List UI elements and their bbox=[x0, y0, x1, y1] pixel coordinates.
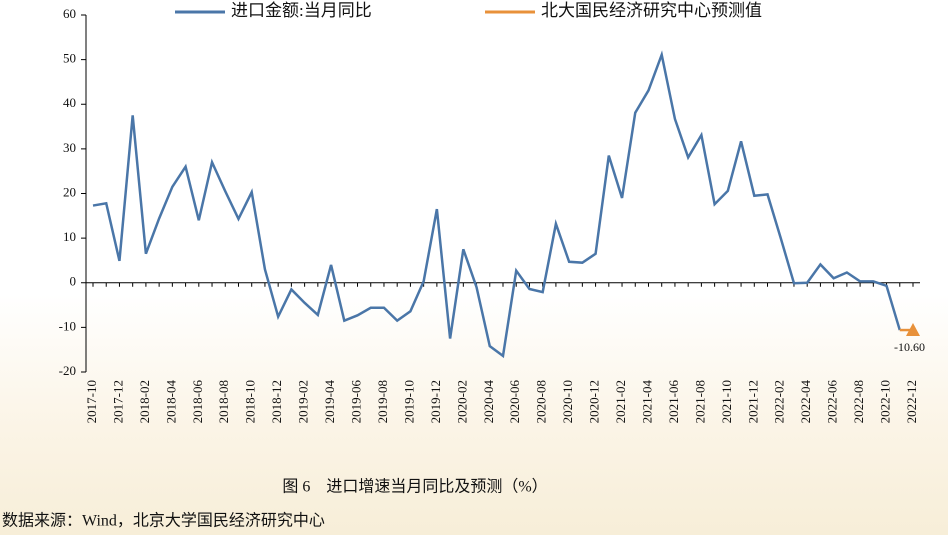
x-tick-label: 2019-10 bbox=[401, 380, 416, 423]
x-tick-label: 2021-12 bbox=[745, 380, 760, 423]
x-tick-label: 2020-12 bbox=[587, 380, 602, 423]
y-tick-label: -10 bbox=[59, 318, 76, 333]
y-tick-label: -20 bbox=[59, 363, 76, 378]
x-tick-label: 2021-10 bbox=[719, 380, 734, 423]
forecast-marker bbox=[906, 323, 920, 337]
x-tick-label: 2021-06 bbox=[666, 380, 681, 424]
chart-caption: 图 6 进口增速当月同比及预测（%） bbox=[282, 478, 547, 496]
data-label: -10.60 bbox=[894, 340, 925, 354]
x-tick-label: 2022-12 bbox=[904, 380, 919, 423]
x-tick-label: 2017-10 bbox=[84, 380, 99, 423]
y-tick-label: 30 bbox=[63, 140, 76, 155]
x-tick-label: 2018-10 bbox=[243, 380, 258, 423]
x-tick-label: 2021-02 bbox=[613, 380, 628, 423]
y-tick-label: 10 bbox=[63, 229, 76, 244]
y-tick-label: 0 bbox=[70, 274, 77, 289]
x-tick-label: 2019-02 bbox=[296, 380, 311, 423]
series-line bbox=[92, 50, 901, 359]
y-tick-label: 50 bbox=[63, 51, 76, 66]
x-tick-label: 2019-12 bbox=[428, 380, 443, 423]
x-tick-label: 2021-04 bbox=[639, 380, 654, 424]
x-tick-label: 2018-12 bbox=[269, 380, 284, 423]
x-tick-label: 2022-06 bbox=[825, 380, 840, 424]
x-tick-label: 2017-12 bbox=[110, 380, 125, 423]
y-tick-label: 20 bbox=[63, 184, 76, 199]
legend-label: 进口金额:当月同比 bbox=[231, 1, 372, 20]
x-tick-label: 2020-04 bbox=[481, 380, 496, 424]
y-tick-label: 60 bbox=[63, 6, 76, 21]
x-tick-label: 2022-02 bbox=[772, 380, 787, 423]
x-tick-label: 2020-06 bbox=[507, 380, 522, 424]
x-tick-label: 2022-08 bbox=[851, 380, 866, 423]
x-tick-label: 2019-06 bbox=[349, 380, 364, 424]
x-tick-label: 2019-08 bbox=[375, 380, 390, 423]
x-tick-label: 2018-06 bbox=[190, 380, 205, 424]
x-tick-label: 2018-04 bbox=[163, 380, 178, 424]
x-tick-label: 2019-04 bbox=[322, 380, 337, 424]
y-tick-label: 40 bbox=[63, 95, 76, 110]
x-tick-label: 2018-08 bbox=[216, 380, 231, 423]
legend-label: 北大国民经济研究中心预测值 bbox=[541, 1, 762, 20]
x-tick-label: 2020-08 bbox=[534, 380, 549, 423]
x-tick-label: 2020-10 bbox=[560, 380, 575, 423]
x-tick-label: 2018-02 bbox=[137, 380, 152, 423]
x-tick-label: 2021-08 bbox=[692, 380, 707, 423]
x-tick-label: 2022-04 bbox=[798, 380, 813, 424]
x-tick-label: 2020-02 bbox=[454, 380, 469, 423]
source-note: 数据来源：Wind，北京大学国民经济研究中心 bbox=[2, 512, 325, 530]
x-tick-label: 2022-10 bbox=[878, 380, 893, 423]
